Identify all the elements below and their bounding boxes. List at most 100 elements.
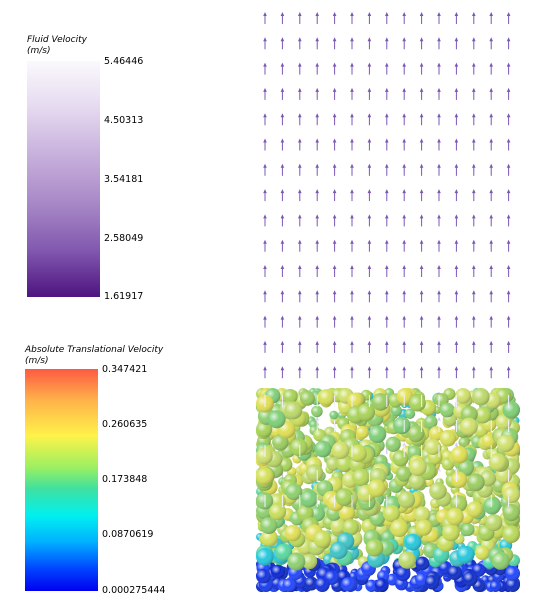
velocity-arrow-head: [472, 340, 476, 345]
velocity-arrow-head: [437, 214, 441, 219]
velocity-arrow-head: [332, 113, 337, 118]
velocity-arrow-head: [367, 239, 372, 244]
velocity-arrow-head: [263, 138, 267, 143]
velocity-arrow-head: [263, 87, 267, 92]
velocity-arrow-head: [437, 366, 441, 371]
velocity-arrow-head: [280, 265, 285, 269]
particle-shading: [460, 405, 478, 423]
particle-shading: [466, 501, 483, 518]
velocity-arrow-head: [472, 214, 476, 219]
velocity-arrow-head: [350, 37, 354, 42]
velocity-arrow-head: [489, 12, 493, 16]
velocity-arrow-head: [402, 265, 406, 269]
velocity-arrow-head: [489, 37, 493, 42]
velocity-arrow-head: [280, 62, 285, 67]
particle-shading: [282, 578, 297, 592]
velocity-arrow-head: [315, 239, 319, 244]
velocity-arrow-head: [315, 87, 319, 92]
velocity-arrow-head: [454, 138, 459, 143]
particle-velocity-legend-title: Absolute Translational Velocity: [25, 345, 164, 355]
velocity-arrow-head: [263, 62, 267, 67]
particle-shading: [408, 473, 425, 490]
particle-shading: [301, 553, 318, 570]
velocity-arrow-head: [385, 113, 389, 118]
velocity-arrow-head: [454, 442, 459, 447]
fluid-tick-min: 1.61917: [104, 291, 144, 302]
velocity-arrow-head: [489, 189, 493, 194]
velocity-arrow-head: [280, 214, 285, 219]
velocity-arrow-head: [315, 163, 319, 168]
velocity-arrow-head: [298, 265, 302, 269]
velocity-arrow-head: [263, 366, 267, 371]
particle-shading: [299, 390, 315, 406]
velocity-arrow-head: [489, 315, 493, 320]
particle-shading: [385, 436, 401, 452]
velocity-arrow-head: [280, 239, 285, 244]
particle-shading: [271, 564, 285, 579]
particle-shading: [341, 577, 356, 592]
particle-shading: [314, 577, 330, 592]
velocity-arrow-head: [315, 113, 319, 118]
particle-shading: [352, 468, 370, 487]
velocity-arrow-head: [437, 12, 441, 16]
particle-shading: [415, 519, 432, 536]
velocity-arrow-head: [402, 239, 406, 244]
particle-shading: [488, 453, 507, 471]
particle-shading: [368, 425, 387, 443]
velocity-arrow-head: [367, 163, 372, 168]
velocity-arrow-head: [385, 87, 389, 92]
velocity-arrow-head: [298, 12, 302, 16]
particle-shading: [404, 408, 416, 419]
particle-shading: [447, 565, 463, 580]
velocity-arrow-head: [263, 113, 267, 118]
particle-shading: [275, 543, 293, 561]
velocity-arrow-head: [280, 315, 285, 320]
velocity-arrow-head: [315, 366, 319, 371]
velocity-arrow-head: [263, 189, 267, 194]
particle-velocity-legend-unit: (m/s): [25, 356, 49, 366]
velocity-arrow-head: [332, 366, 337, 371]
velocity-arrow-head: [402, 189, 406, 194]
velocity-arrow-head: [350, 87, 354, 92]
particle-shading: [313, 530, 332, 548]
velocity-arrow-head: [506, 214, 511, 219]
fluid-velocity-legend-title: Fluid Velocity: [27, 35, 87, 45]
particle-shading: [318, 389, 335, 406]
velocity-arrow-head: [350, 265, 354, 269]
particle-shading: [456, 545, 475, 564]
particle-shading: [331, 441, 350, 460]
velocity-arrow-head: [402, 214, 406, 219]
velocity-arrow-head: [350, 290, 354, 295]
particle-shading: [365, 579, 378, 592]
velocity-arrow-head: [298, 214, 302, 219]
particle-shading: [458, 459, 474, 476]
velocity-arrow-head: [367, 113, 372, 118]
particle-shading: [483, 497, 501, 515]
velocity-arrow-head: [298, 315, 302, 320]
velocity-arrow-head: [402, 366, 406, 371]
velocity-arrow-head: [263, 290, 267, 295]
velocity-arrow-head: [489, 239, 493, 244]
velocity-arrow-head: [263, 163, 267, 168]
velocity-arrow-head: [402, 442, 406, 447]
velocity-arrow-head: [437, 340, 441, 345]
velocity-arrow-head: [385, 340, 389, 345]
fluid-velocity-arrows: [263, 12, 511, 556]
particle-shading: [290, 438, 308, 457]
velocity-arrow-head: [437, 87, 441, 92]
velocity-arrow-head: [472, 315, 476, 320]
velocity-arrow-head: [454, 366, 459, 371]
particle-shading: [462, 571, 478, 587]
velocity-arrow-head: [472, 290, 476, 295]
velocity-arrow-head: [350, 138, 354, 143]
velocity-arrow-head: [298, 163, 302, 168]
velocity-arrow-head: [419, 62, 424, 67]
velocity-arrow-head: [385, 315, 389, 320]
velocity-arrow-head: [419, 315, 424, 320]
fluid-tick-max: 5.46446: [104, 56, 144, 67]
velocity-arrow-head: [454, 340, 459, 345]
velocity-arrow-head: [419, 113, 424, 118]
particle-shading: [424, 439, 441, 455]
particle-shading: [304, 576, 319, 591]
